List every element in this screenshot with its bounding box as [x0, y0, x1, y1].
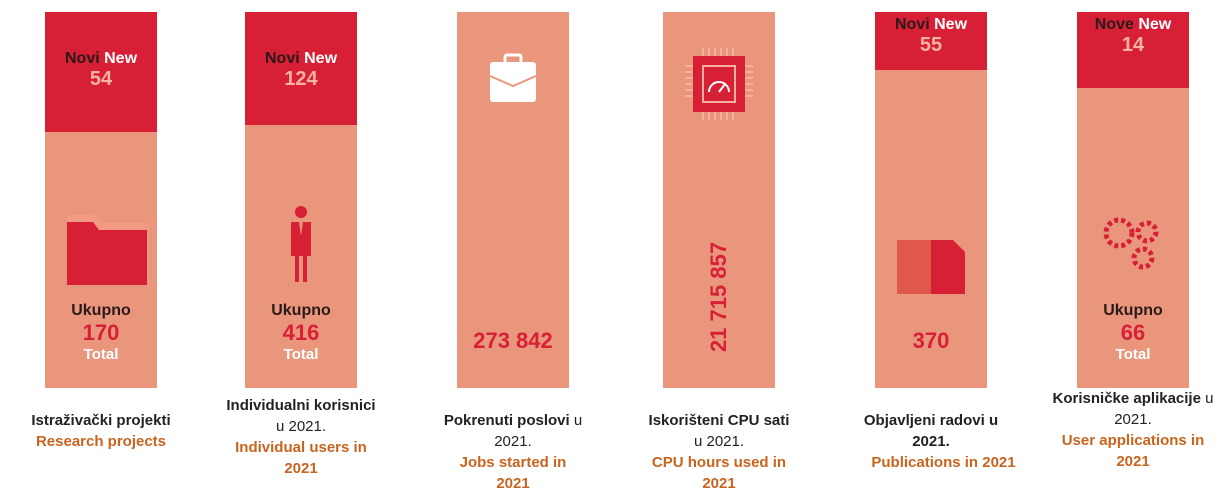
new-block: Nove New 14: [1077, 12, 1189, 88]
stat-column: Novi New 54 Ukupno 170 Total: [45, 12, 157, 388]
stat-column: Nove New 14 Ukupno 66 Total: [1077, 12, 1189, 388]
caption: Istraživački projekti Research projects: [1, 410, 201, 452]
new-label: Novi New: [875, 16, 987, 34]
total-label: Ukupno: [71, 302, 131, 319]
new-label-local: Novi: [264, 50, 300, 67]
caption-english: Publications in 2021: [871, 454, 1016, 471]
new-label: Novi New: [45, 50, 157, 68]
new-block: Novi New 55: [875, 12, 987, 70]
stat-column: Novi New 55 370: [875, 12, 987, 388]
new-label-english: New: [304, 50, 338, 67]
caption-title: Pokrenuti poslovi: [443, 412, 570, 429]
icon: [685, 48, 753, 120]
total-label-english: Total: [1115, 346, 1151, 363]
caption-year: u 2021.: [693, 433, 745, 450]
new-label-local: Novi: [64, 50, 100, 67]
new-label: Novi New: [245, 50, 357, 68]
caption-year: u 2021.: [1114, 390, 1214, 428]
caption-english: User applications in 2021: [1061, 432, 1205, 470]
stat-column: Novi New 124 Ukupno 416 Total: [245, 12, 357, 388]
total-block: Ukupno 66 Total: [1077, 302, 1189, 363]
total-value: 170: [82, 320, 120, 345]
caption-title: Istraživački projekti: [31, 412, 171, 429]
total-block: 273 842: [457, 328, 569, 354]
caption: Iskorišteni CPU sati u 2021. CPU hours us…: [644, 410, 794, 494]
icon: [291, 206, 311, 282]
new-value: 54: [89, 68, 113, 90]
total-value: 370: [912, 328, 950, 353]
new-label-english: New: [104, 50, 138, 67]
new-value: 124: [284, 68, 318, 90]
icon: [67, 215, 149, 285]
new-value: 55: [919, 34, 943, 56]
total-value: 416: [282, 320, 320, 345]
icon: [897, 240, 965, 294]
caption-english: Individual users in 2021: [235, 439, 367, 477]
total-value: 273 842: [473, 328, 553, 353]
new-label-english: New: [1138, 16, 1172, 33]
total-label: Ukupno: [271, 302, 331, 319]
caption: Objavljeni radovi u 2021. Publications in…: [844, 410, 1019, 473]
stat-column: 273 842: [457, 12, 569, 388]
caption-title: Korisničke aplikacije: [1052, 390, 1201, 407]
total-label-english: Total: [283, 346, 319, 363]
icon: [489, 53, 537, 102]
new-label-english: New: [934, 16, 968, 33]
total-label: Ukupno: [1103, 302, 1163, 319]
stat-column: 21 715 857: [663, 12, 775, 388]
new-label: Nove New: [1077, 16, 1189, 34]
total-value: 21 715 857: [706, 241, 731, 353]
caption: Pokrenuti poslovi u 2021. Jobs started in…: [428, 410, 598, 494]
caption-title: Iskorišteni CPU sati: [648, 412, 790, 429]
icon: [1103, 217, 1159, 270]
caption-title: Objavljeni radovi: [863, 412, 985, 429]
total-block: 370: [875, 328, 987, 354]
caption-english: CPU hours used in 2021: [651, 454, 787, 492]
total-block: Ukupno 170 Total: [45, 302, 157, 363]
caption-english: Research projects: [35, 433, 167, 450]
caption-title: Individualni korisnici: [226, 397, 376, 414]
total-value: 66: [1120, 320, 1146, 345]
caption-english: Jobs started in 2021: [459, 454, 567, 492]
new-block: Novi New 54: [45, 12, 157, 132]
caption-year: u 2021.: [275, 418, 327, 435]
new-value: 14: [1121, 34, 1145, 56]
new-label-local: Novi: [894, 16, 930, 33]
total-label-english: Total: [83, 346, 119, 363]
new-label-local: Nove: [1094, 16, 1134, 33]
caption-year: u 2021.: [494, 412, 583, 450]
caption-year: u 2021.: [912, 412, 999, 450]
caption: Individualni korisnici u 2021. Individual…: [226, 395, 376, 479]
new-block: Novi New 124: [245, 12, 357, 125]
total-block: Ukupno 416 Total: [245, 302, 357, 363]
caption: Korisničke aplikacije u 2021. User applic…: [1038, 388, 1228, 472]
